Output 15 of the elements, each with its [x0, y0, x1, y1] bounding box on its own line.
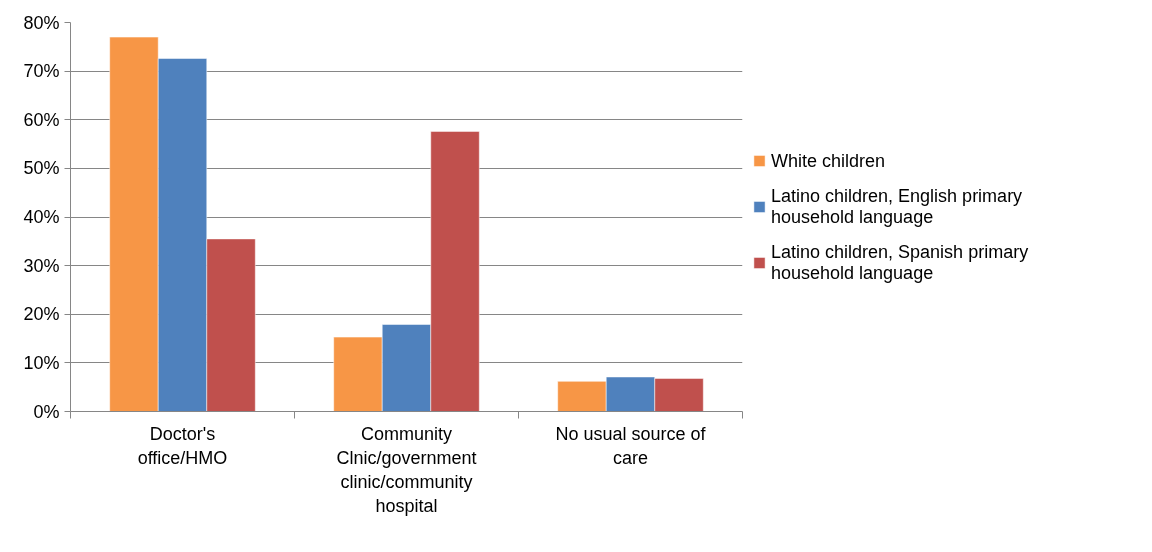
y-tick-label: 60% — [23, 109, 60, 130]
y-tick-label: 40% — [23, 207, 60, 227]
y-tick-label: 50% — [23, 158, 60, 179]
y-tick-label: 30% — [23, 255, 60, 276]
x-tick-label: Doctor's office/HMO — [137, 423, 228, 468]
y-tick-label: 10% — [23, 352, 60, 373]
y-tick-label: 70% — [23, 61, 60, 82]
legend-label: Latino children, English primary household language — [771, 185, 1023, 227]
y-tick-label: 0% — [33, 401, 60, 422]
legend-label: Latino children, Spanish primary household language — [771, 241, 1029, 283]
x-tick-label: Community Clnic/government clinic/community hospital — [336, 423, 477, 516]
x-tick-label: No usual source of care — [555, 423, 707, 468]
y-tick-label: 80% — [23, 12, 60, 33]
legend-label: White children — [771, 150, 886, 171]
y-tick-label: 20% — [23, 304, 60, 325]
